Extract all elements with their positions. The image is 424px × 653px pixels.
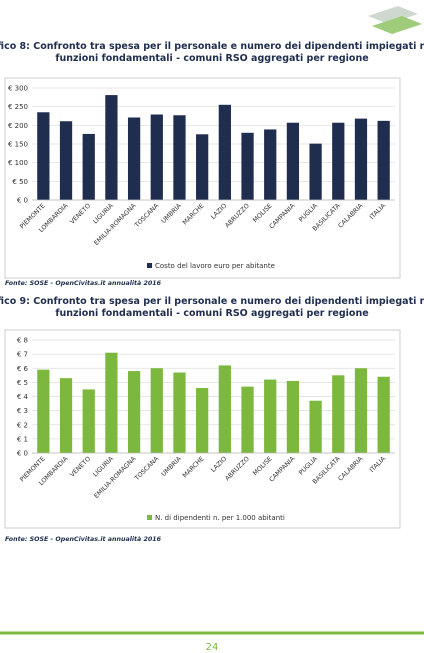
logo	[368, 6, 422, 34]
bar	[196, 134, 209, 200]
x-tick-label: CALABRIA	[337, 202, 365, 230]
chart-title: Grafico 8: Confronto tra spesa per il pe…	[0, 41, 424, 64]
x-tick-label: EMILIA-ROMAGNA	[93, 202, 138, 247]
x-tick-label: UMBRIA	[160, 455, 183, 478]
bar	[37, 112, 50, 200]
bar	[286, 122, 300, 200]
title-line: funzioni fondamentali - comuni RSO aggre…	[55, 53, 368, 64]
bar	[150, 114, 163, 200]
x-tick-label: CALABRIA	[337, 455, 365, 483]
y-tick-label: € 8	[17, 337, 28, 345]
bar	[127, 117, 141, 200]
x-tick-label: TOSCANA	[133, 455, 161, 483]
x-tick-label: VENETO	[69, 455, 92, 478]
chart-frame	[4, 77, 401, 279]
bar	[332, 122, 345, 200]
page-number: 24	[206, 642, 219, 653]
bar	[105, 352, 118, 453]
bar	[264, 129, 277, 200]
x-tick-label: VENETO	[69, 202, 92, 225]
bar	[173, 115, 186, 200]
x-tick-label: EMILIA-ROMAGNA	[93, 455, 138, 500]
bar	[196, 388, 209, 453]
legend-swatch	[147, 515, 152, 520]
bar	[286, 380, 300, 453]
y-tick-label: € 4	[17, 393, 29, 401]
legend-label: Costo del lavoro euro per abitante	[155, 262, 275, 270]
title-line: Grafico 8: Confronto tra spesa per il pe…	[0, 41, 424, 52]
x-tick-label: MOLISE	[252, 202, 274, 224]
bar	[127, 371, 141, 453]
y-tick-label: € 5	[17, 379, 28, 387]
bar	[173, 372, 186, 453]
x-tick-label: ITALIA	[369, 455, 388, 474]
bar	[354, 118, 368, 200]
x-tick-label: CAMPANIA	[268, 202, 297, 231]
bar	[37, 369, 50, 453]
x-tick-label: LAZIO	[210, 202, 228, 220]
title-line: Grafico 9: Confronto tra spesa per il pe…	[0, 296, 424, 307]
y-tick-label: € 6	[17, 365, 29, 373]
bar	[241, 386, 254, 453]
y-tick-label: € 1	[17, 435, 28, 443]
y-tick-label: € 50	[12, 178, 28, 186]
chart-frame	[4, 329, 401, 529]
legend-label: N. di dipendenti n. per 1.000 abitanti	[155, 514, 285, 522]
y-tick-label: € 7	[17, 351, 28, 359]
y-tick-label: € 0	[17, 197, 28, 205]
y-tick-label: € 300	[8, 85, 28, 93]
y-tick-label: € 250	[8, 103, 28, 111]
x-tick-label: ABRUZZO	[224, 455, 251, 482]
bar	[59, 121, 73, 200]
y-tick-label: € 150	[8, 141, 28, 149]
y-tick-label: € 3	[17, 407, 28, 415]
bar	[241, 132, 254, 200]
x-tick-label: LAZIO	[210, 455, 228, 473]
bar	[264, 379, 277, 453]
bar	[309, 400, 322, 453]
bar	[218, 104, 231, 200]
x-tick-label: TOSCANA	[133, 202, 161, 230]
x-tick-label: ITALIA	[369, 202, 388, 221]
y-tick-label: € 100	[8, 159, 28, 167]
x-tick-label: MARCHE	[182, 202, 206, 226]
y-tick-label: € 2	[17, 421, 28, 429]
bar	[309, 143, 322, 200]
x-tick-label: UMBRIA	[160, 202, 183, 225]
x-tick-label: MARCHE	[182, 455, 206, 479]
bar	[377, 376, 390, 453]
y-tick-label: € 0	[17, 450, 28, 458]
x-tick-label: CAMPANIA	[268, 455, 297, 484]
x-tick-label: PUGLIA	[298, 455, 320, 477]
source: Fonte: SOSE - OpenCivitas.it annualità 2…	[5, 279, 162, 287]
bar	[150, 368, 163, 453]
x-tick-label: ABRUZZO	[224, 202, 251, 229]
title-line: funzioni fondamentali - comuni RSO aggre…	[55, 308, 368, 319]
bar	[377, 120, 390, 200]
x-tick-label: PUGLIA	[298, 202, 320, 224]
chart-title: Grafico 9: Confronto tra spesa per il pe…	[0, 296, 424, 319]
source: Fonte: SOSE - OpenCivitas.it annualità 2…	[5, 535, 162, 543]
bar	[59, 378, 73, 453]
bar	[82, 133, 95, 200]
y-tick-label: € 200	[8, 122, 28, 130]
bar	[218, 365, 231, 453]
bar	[332, 375, 345, 453]
bar	[105, 95, 118, 200]
bar	[354, 368, 368, 453]
x-tick-label: MOLISE	[252, 455, 274, 477]
legend-swatch	[147, 263, 152, 268]
bar	[82, 389, 95, 453]
